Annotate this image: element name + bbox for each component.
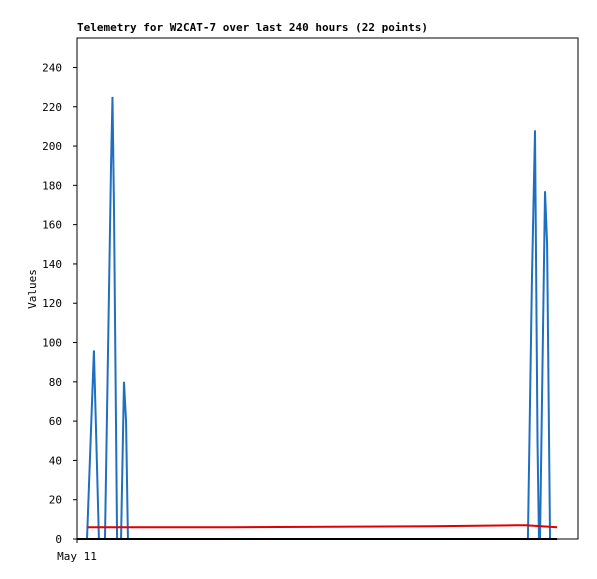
y-tick-label: 20	[49, 494, 62, 507]
y-tick-label: 200	[42, 140, 62, 153]
chart-title: Telemetry for W2CAT-7 over last 240 hour…	[77, 21, 428, 34]
y-tick-label: 220	[42, 101, 62, 114]
y-tick-label: 240	[42, 61, 62, 74]
y-tick-label: 0	[55, 533, 62, 546]
series-line	[86, 96, 552, 540]
y-tick-label: 100	[42, 337, 62, 350]
y-tick-label: 80	[49, 376, 62, 389]
y-tick-label: 60	[49, 415, 62, 428]
series-line	[87, 524, 558, 529]
x-tick-label: May 11	[57, 550, 97, 563]
y-tick-label: 180	[42, 179, 62, 192]
plot-frame	[76, 37, 579, 540]
y-tick-label: 120	[42, 297, 62, 310]
y-tick-label: 160	[42, 219, 62, 232]
y-axis-label: Values	[26, 269, 39, 309]
y-tick-label: 140	[42, 258, 62, 271]
y-tick-label: 40	[49, 454, 62, 467]
